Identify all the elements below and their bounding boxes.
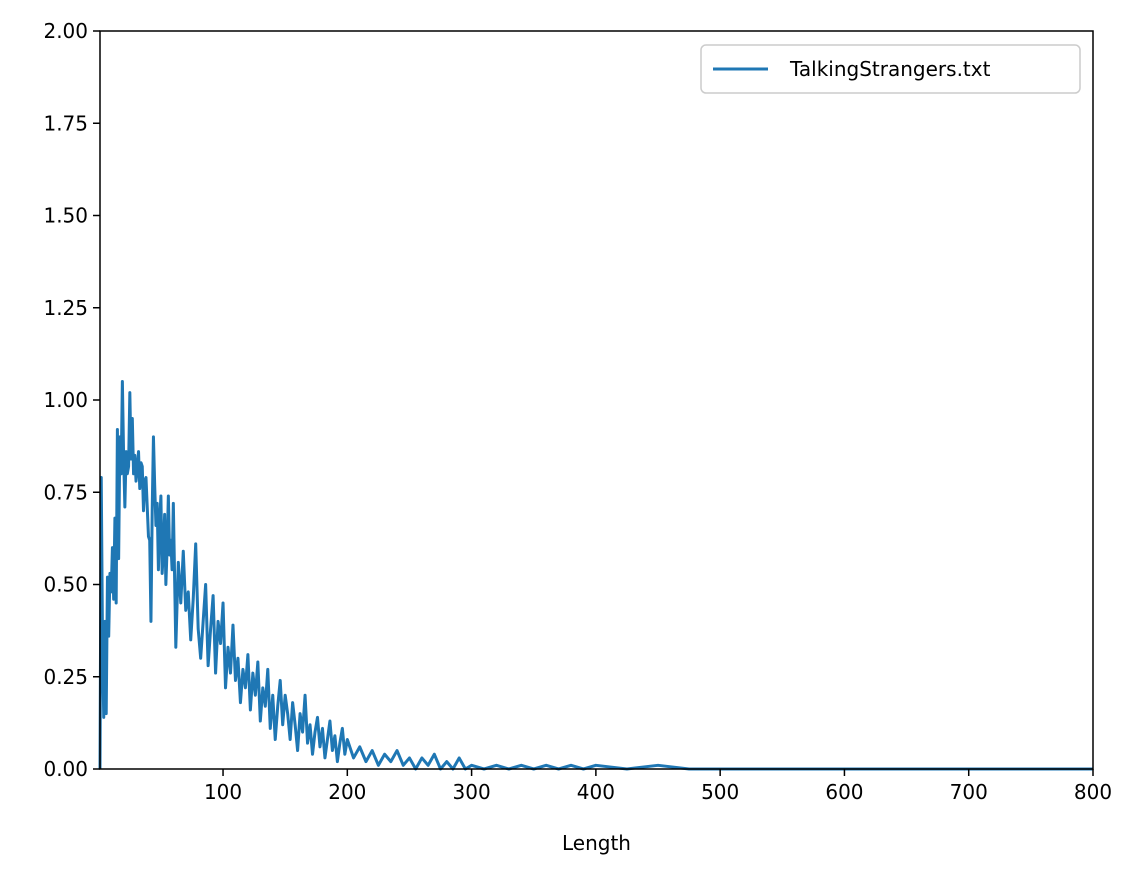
y-tick-label: 2.00 xyxy=(43,19,88,43)
series-layer xyxy=(98,380,1093,771)
x-tick-label: 200 xyxy=(328,780,366,804)
x-tick-label: 700 xyxy=(950,780,988,804)
y-tick-label: 1.00 xyxy=(43,388,88,412)
legend-series-label: TalkingStrangers.txt xyxy=(789,57,991,81)
x-tick-label: 500 xyxy=(701,780,739,804)
x-axis-label: Length xyxy=(562,831,631,855)
y-tick-label: 0.00 xyxy=(43,757,88,781)
x-tick-label: 100 xyxy=(204,780,242,804)
series-line-0 xyxy=(98,380,1093,771)
y-tick-label: 0.25 xyxy=(43,665,88,689)
y-axis-ticks: 0.00 0.25 0.50 0.75 1.00 1.25 1.50 1.75 2.00 xyxy=(43,19,100,781)
legend: TalkingStrangers.txt xyxy=(700,44,1081,94)
y-tick-label: 1.25 xyxy=(43,296,88,320)
plot-area xyxy=(100,31,1093,769)
x-tick-label: 300 xyxy=(453,780,491,804)
y-tick-label: 0.75 xyxy=(43,480,88,504)
x-tick-label: 600 xyxy=(825,780,863,804)
legend-box xyxy=(700,44,1081,94)
x-tick-label: 400 xyxy=(577,780,615,804)
x-axis-ticks: 100 200 300 400 500 600 700 800 xyxy=(204,769,1112,804)
y-tick-label: 1.75 xyxy=(43,111,88,135)
x-tick-label: 800 xyxy=(1074,780,1112,804)
y-tick-label: 1.50 xyxy=(43,204,88,228)
y-tick-label: 0.50 xyxy=(43,573,88,597)
